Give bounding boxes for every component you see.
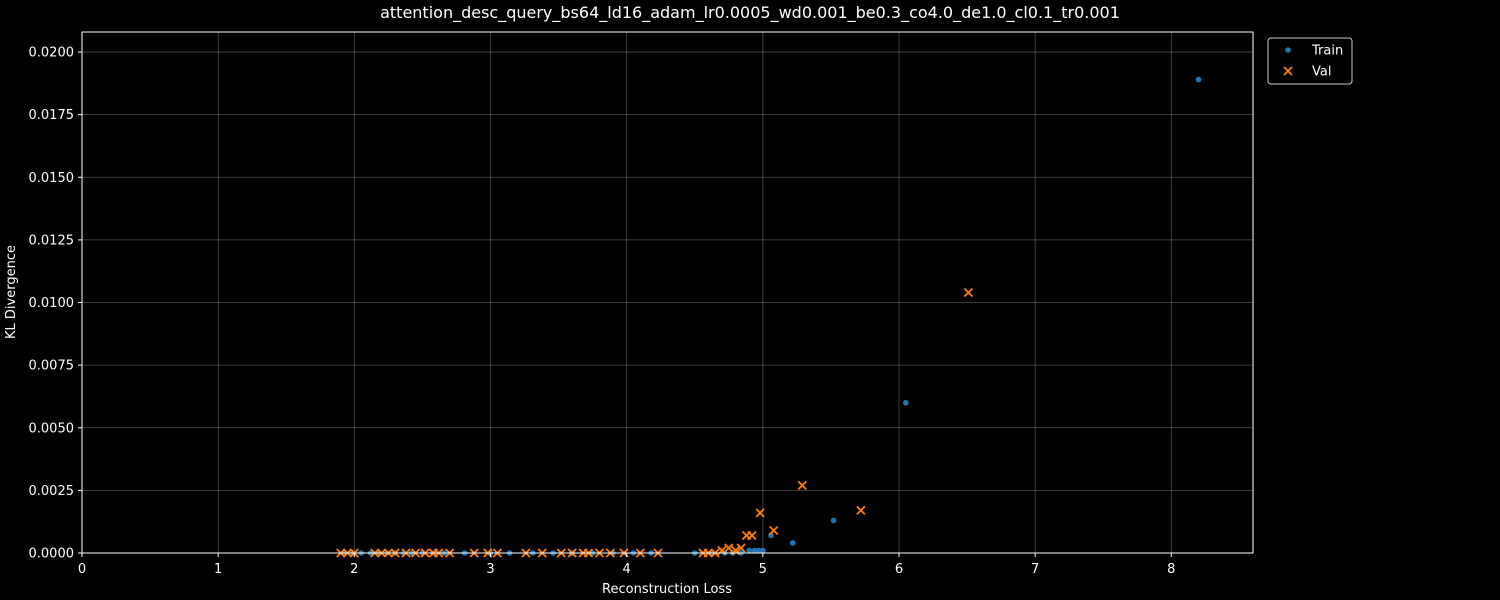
val-point bbox=[963, 287, 974, 298]
val-point bbox=[856, 505, 866, 516]
y-tick-label: 0.0125 bbox=[29, 233, 75, 248]
plot-frame bbox=[81, 31, 1254, 554]
x-tick-label: 7 bbox=[1031, 562, 1039, 577]
y-tick-label: 0.0200 bbox=[29, 46, 75, 61]
val-point bbox=[724, 543, 734, 553]
train-point bbox=[902, 399, 909, 406]
val-point bbox=[755, 508, 765, 518]
y-tick-label: 0.0150 bbox=[29, 171, 75, 186]
x-axis-label: Reconstruction Loss bbox=[602, 582, 732, 597]
y-tick-label: 0.0025 bbox=[29, 484, 75, 499]
x-tick-label: 3 bbox=[486, 562, 494, 577]
x-tick-label: 5 bbox=[759, 562, 767, 577]
legend-label: Val bbox=[1312, 65, 1331, 80]
train-point bbox=[751, 547, 758, 554]
val-point bbox=[736, 543, 746, 553]
chart-title: attention_desc_query_bs64_ld16_adam_lr0.… bbox=[380, 3, 1120, 23]
data-points bbox=[336, 76, 1202, 558]
legend: Train Val bbox=[1267, 37, 1353, 85]
train-point bbox=[830, 517, 837, 524]
train-point bbox=[760, 547, 766, 554]
legend-marker-train bbox=[1285, 47, 1291, 53]
y-axis-label: KL Divergence bbox=[4, 245, 19, 339]
axis-ticks: 0 1 2 3 4 5 6 7 8 0.0000 0.0025 0.0050 0.0075 0.0100 0… bbox=[29, 46, 1176, 577]
x-tick-label: 2 bbox=[350, 562, 358, 577]
legend-marker-val bbox=[1283, 66, 1293, 76]
series-train bbox=[341, 76, 1202, 556]
grid bbox=[81, 32, 1253, 554]
y-tick-label: 0.0050 bbox=[29, 421, 75, 436]
y-tick-label: 0.0175 bbox=[29, 108, 75, 123]
train-point bbox=[746, 547, 752, 554]
y-tick-label: 0.0075 bbox=[29, 359, 75, 374]
y-tick-label: 0.0000 bbox=[29, 547, 75, 562]
val-point bbox=[797, 480, 807, 491]
train-point bbox=[755, 547, 762, 554]
x-tick-label: 0 bbox=[78, 562, 86, 577]
x-tick-label: 6 bbox=[895, 562, 903, 577]
legend-label: Train bbox=[1311, 44, 1343, 59]
x-tick-label: 8 bbox=[1167, 562, 1175, 577]
y-tick-label: 0.0100 bbox=[29, 296, 75, 311]
val-point bbox=[747, 530, 757, 541]
series-val bbox=[336, 287, 974, 558]
train-point bbox=[789, 540, 796, 546]
x-tick-label: 1 bbox=[214, 562, 222, 577]
x-tick-label: 4 bbox=[623, 562, 631, 577]
train-point bbox=[1195, 76, 1202, 83]
val-point bbox=[769, 525, 779, 536]
